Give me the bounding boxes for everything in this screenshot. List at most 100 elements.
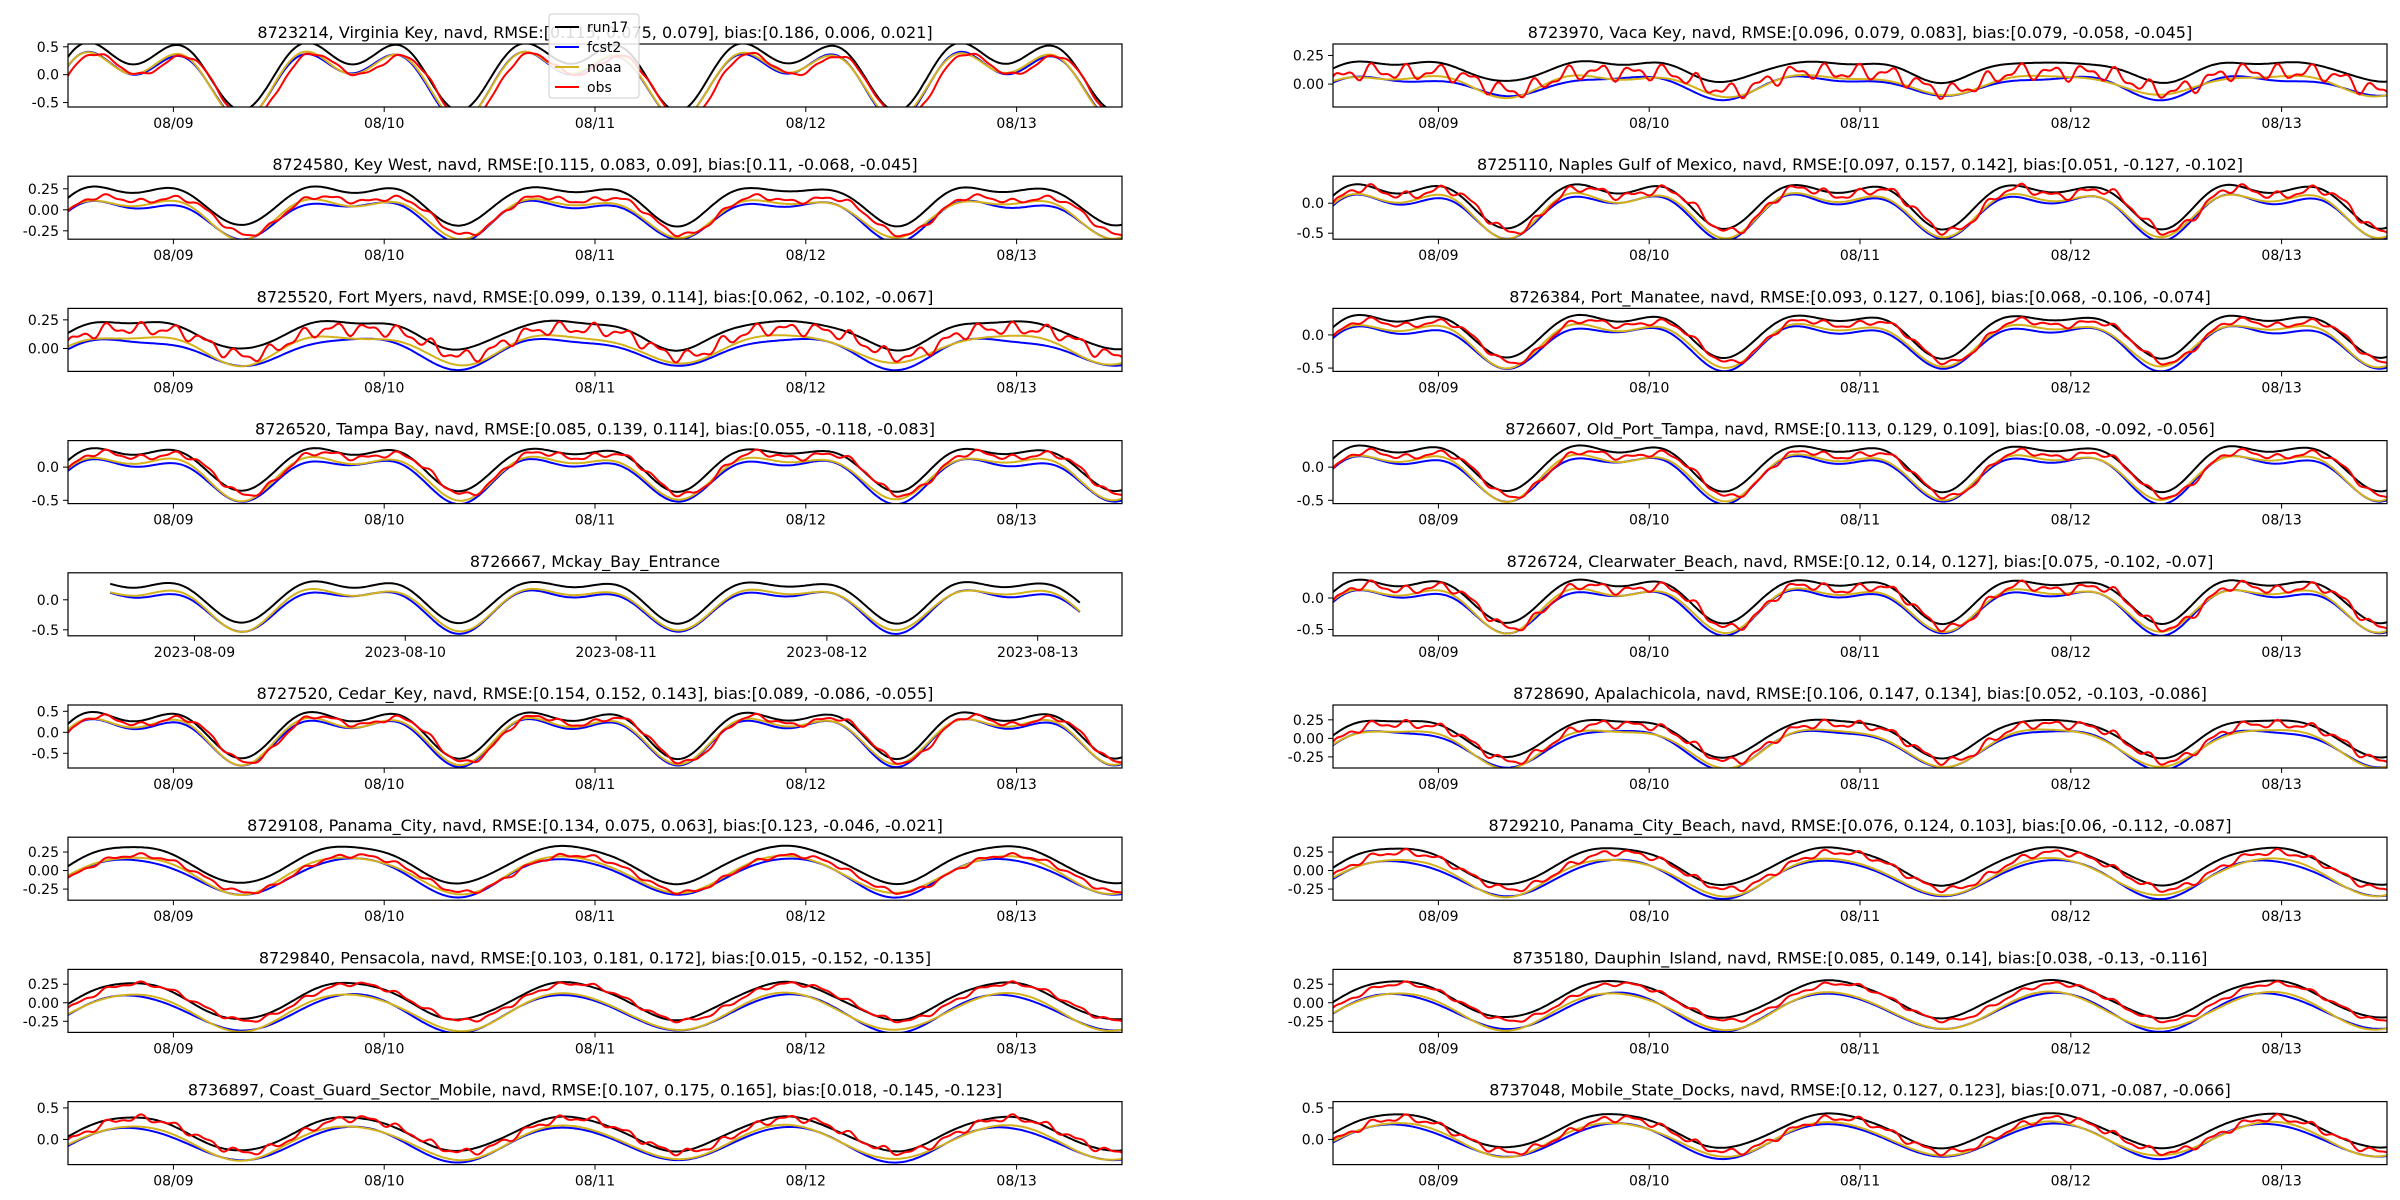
series-line-noaa xyxy=(1333,322,2387,370)
y-tick-label: -0.5 xyxy=(32,493,59,509)
x-tick-label: 08/09 xyxy=(153,909,193,925)
x-tick-label: 08/13 xyxy=(2261,248,2301,264)
series-line-noaa xyxy=(68,1123,1122,1162)
y-tick-label: 0.0 xyxy=(37,593,59,609)
series-line-noaa xyxy=(68,455,1122,503)
panel-title: 8724580, Key West, navd, RMSE:[0.115, 0.… xyxy=(272,155,917,174)
series-line-run17 xyxy=(1333,979,2387,1020)
series-line-noaa xyxy=(1333,856,2387,899)
x-tick-label: 08/09 xyxy=(153,248,193,264)
x-tick-label: 08/11 xyxy=(575,909,615,925)
series-group xyxy=(1333,979,2387,1033)
station-panel: 8737048, Mobile_State_Docks, navd, RMSE:… xyxy=(1302,1081,2388,1190)
x-tick-label: 08/11 xyxy=(575,1041,615,1057)
y-tick-label: 0.25 xyxy=(1293,845,1324,861)
x-tick-label: 08/11 xyxy=(575,116,615,132)
series-line-obs xyxy=(1333,61,2387,100)
x-tick-label: 08/11 xyxy=(575,1174,615,1190)
axes-frame xyxy=(67,572,1123,637)
series-line-obs xyxy=(68,193,1122,238)
x-tick-label: 08/09 xyxy=(1418,248,1458,264)
x-tick-label: 08/11 xyxy=(1840,645,1880,661)
x-tick-label: 08/13 xyxy=(2261,380,2301,396)
axes-frame xyxy=(67,440,1123,505)
x-tick-label: 08/12 xyxy=(786,513,826,529)
x-tick-label: 08/11 xyxy=(575,380,615,396)
y-tick-label: -0.5 xyxy=(1297,623,1324,639)
series-line-obs xyxy=(68,851,1122,896)
y-tick-label: 0.25 xyxy=(28,313,59,329)
series-line-noaa xyxy=(68,991,1122,1033)
series-group xyxy=(1333,718,2387,768)
series-line-obs xyxy=(1333,182,2387,236)
panel-title: 8726384, Port_Manatee, navd, RMSE:[0.093… xyxy=(1509,287,2211,307)
series-line-run17 xyxy=(68,185,1122,228)
x-tick-label: 08/09 xyxy=(153,513,193,529)
x-tick-label: 08/13 xyxy=(2261,116,2301,132)
series-line-fcst2 xyxy=(1333,75,2387,102)
legend: run17 fcst2 noaa obs xyxy=(548,13,640,99)
series-line-run17 xyxy=(68,710,1122,761)
x-tick-label: 08/09 xyxy=(1418,777,1458,793)
x-tick-label: 08/10 xyxy=(364,248,404,264)
station-panel: 8726607, Old_Port_Tampa, navd, RMSE:[0.1… xyxy=(1297,420,2388,529)
station-panel: 8726520, Tampa Bay, navd, RMSE:[0.085, 0… xyxy=(32,420,1123,529)
x-tick-label: 08/13 xyxy=(996,1041,1036,1057)
y-tick-label: 0.25 xyxy=(1293,48,1324,64)
series-line-obs xyxy=(68,1113,1122,1157)
series-line-noaa xyxy=(1333,1120,2387,1159)
series-group xyxy=(68,1113,1122,1164)
panel-title: 8723970, Vaca Key, navd, RMSE:[0.096, 0.… xyxy=(1528,23,2192,42)
station-panel: 8735180, Dauphin_Island, navd, RMSE:[0.0… xyxy=(1288,948,2388,1057)
series-line-noaa xyxy=(109,587,1081,633)
x-tick-label: 08/12 xyxy=(2051,645,2091,661)
x-tick-label: 08/09 xyxy=(153,1041,193,1057)
panel-title: 8726667, Mckay_Bay_Entrance xyxy=(470,552,720,572)
y-tick-label: -0.5 xyxy=(1297,361,1324,377)
y-tick-label: 0.25 xyxy=(1293,977,1324,993)
y-tick-label: -0.5 xyxy=(32,746,59,762)
legend-box xyxy=(548,13,640,99)
x-tick-label: 08/11 xyxy=(1840,777,1880,793)
series-line-noaa xyxy=(68,198,1122,240)
x-tick-label: 08/10 xyxy=(1629,380,1669,396)
x-tick-label: 08/12 xyxy=(2051,380,2091,396)
y-tick-label: -0.5 xyxy=(1297,226,1324,242)
x-tick-label: 08/09 xyxy=(1418,909,1458,925)
panel-title: 8729108, Panama_City, navd, RMSE:[0.134,… xyxy=(247,816,943,836)
y-tick-label: 0.25 xyxy=(28,845,59,861)
x-tick-label: 2023-08-09 xyxy=(154,645,235,661)
y-tick-label: 0.0 xyxy=(1302,460,1324,476)
station-panel: 8728690, Apalachicola, navd, RMSE:[0.106… xyxy=(1288,684,2388,793)
series-line-run17 xyxy=(1333,846,2387,887)
x-tick-label: 08/11 xyxy=(575,777,615,793)
x-tick-label: 08/12 xyxy=(786,248,826,264)
series-line-obs xyxy=(1333,847,2387,894)
x-tick-label: 08/11 xyxy=(575,248,615,264)
x-tick-label: 08/12 xyxy=(2051,1041,2091,1057)
x-tick-label: 08/11 xyxy=(575,513,615,529)
station-panel: 8725520, Fort Myers, navd, RMSE:[0.099, … xyxy=(28,287,1123,396)
x-tick-label: 08/09 xyxy=(1418,116,1458,132)
x-tick-label: 08/13 xyxy=(996,248,1036,264)
panel-title: 8725110, Naples Gulf of Mexico, navd, RM… xyxy=(1477,155,2243,174)
x-tick-label: 2023-08-11 xyxy=(575,645,656,661)
series-line-obs xyxy=(1333,579,2387,633)
x-tick-label: 08/12 xyxy=(786,1174,826,1190)
x-tick-label: 08/11 xyxy=(1840,116,1880,132)
x-tick-label: 08/10 xyxy=(1629,248,1669,264)
x-tick-label: 08/13 xyxy=(2261,513,2301,529)
series-group xyxy=(68,710,1122,768)
series-line-fcst2 xyxy=(1333,325,2387,372)
x-tick-label: 08/09 xyxy=(1418,380,1458,396)
x-tick-label: 08/13 xyxy=(996,116,1036,132)
series-line-run17 xyxy=(68,980,1122,1022)
legend-label-run17: run17 xyxy=(587,20,628,36)
x-tick-label: 08/11 xyxy=(1840,380,1880,396)
y-tick-label: -0.5 xyxy=(32,96,59,112)
x-tick-label: 08/10 xyxy=(1629,1174,1669,1190)
series-group xyxy=(68,447,1122,504)
y-tick-label: 0.5 xyxy=(37,704,59,720)
y-tick-label: -0.25 xyxy=(23,224,59,240)
